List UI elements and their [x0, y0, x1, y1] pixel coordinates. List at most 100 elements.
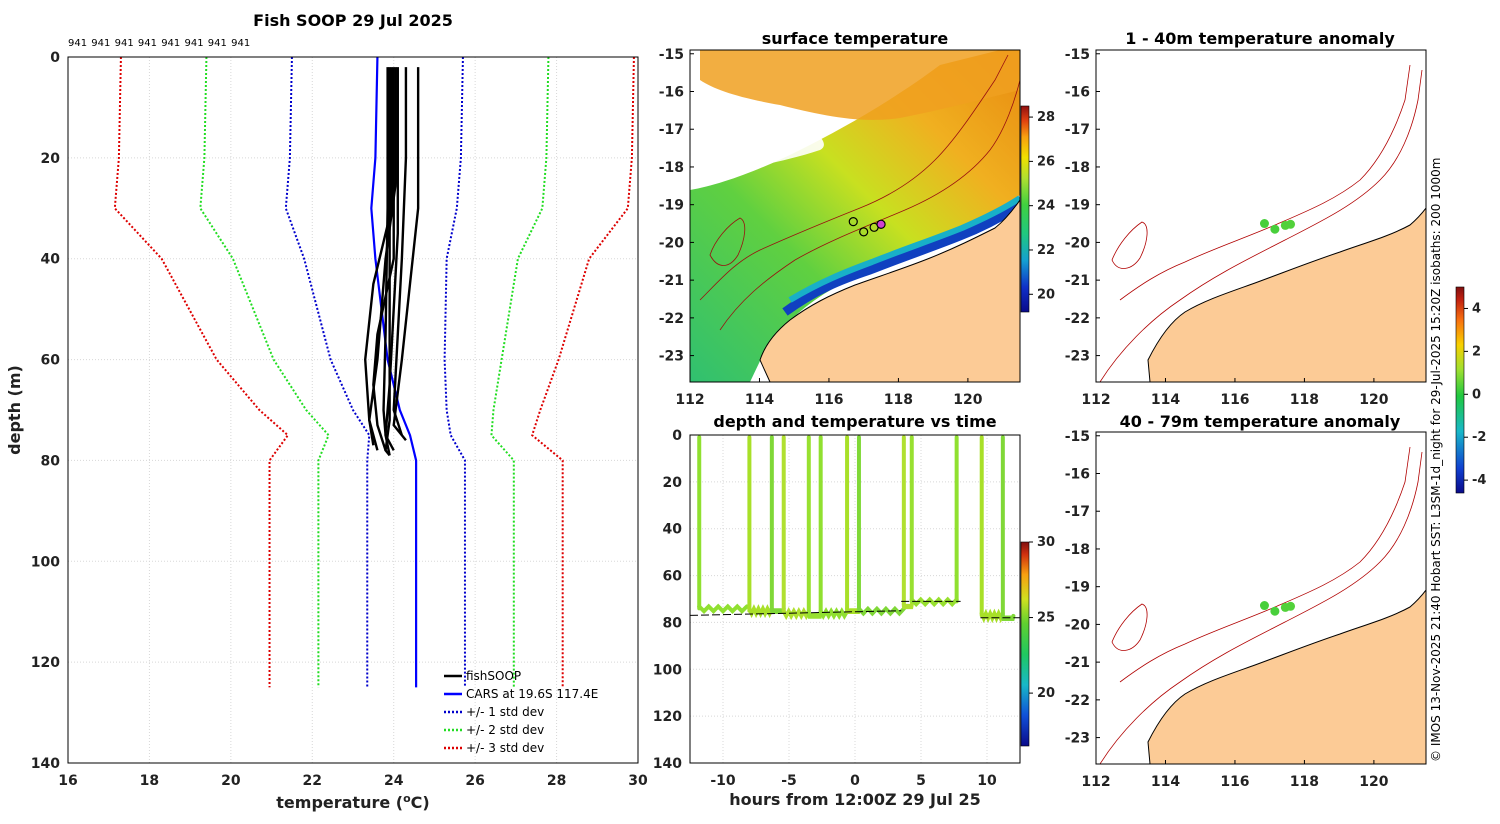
profile-cars-line: [370, 56, 418, 688]
sst-map-x-tick: 118: [884, 392, 913, 408]
anomaly-shallow-y-tick: -20: [1065, 235, 1091, 251]
profile-y-tick: 0: [50, 50, 60, 66]
anomaly-deep-y-tick: -23: [1065, 731, 1090, 747]
depth-time-bottom-segment: [747, 604, 774, 619]
anomaly-deep-panel: 40 - 79m temperature anomaly 112 114 116 11…: [1065, 286, 1486, 790]
profile-frame: [67, 56, 639, 764]
anomaly-shallow-y-tick: -15: [1065, 47, 1090, 63]
profile-fish-line: [392, 67, 420, 442]
profile-std2-left-line: [199, 56, 330, 688]
depth-time-y-ticks: 0 20 40 60 80 100 120 140: [653, 428, 682, 772]
profile-x-tick: 18: [140, 773, 159, 789]
anomaly-colorbar-tick: -4: [1472, 473, 1486, 488]
anomaly-deep-y-tick: -21: [1065, 655, 1090, 671]
profile-y-tick: 80: [41, 453, 61, 469]
anomaly-deep-land: [1147, 589, 1426, 764]
depth-time-bottom-segment: [806, 611, 823, 619]
profile-x-tick: 22: [303, 773, 322, 789]
profile-y-tick: 20: [41, 151, 61, 167]
profile-count-label: 941: [68, 38, 87, 49]
profile-y-tick: 100: [31, 554, 60, 570]
depth-time-title: depth and temperature vs time: [713, 412, 996, 431]
sst-land: [759, 199, 1020, 382]
profile-legend: fishSOOP CARS at 19.6S 117.4E +/- 1 std de…: [444, 669, 598, 755]
anomaly-shallow-y-tick: -23: [1065, 349, 1090, 365]
depth-time-x-ticks: -10 -5 0 5 10: [710, 773, 997, 789]
profile-y-tick: 140: [31, 756, 60, 772]
profile-x-label-end: C): [411, 793, 430, 812]
anomaly-shallow-y-tick: -16: [1065, 85, 1090, 101]
sst-stations: [848, 217, 886, 237]
sst-station-marker: [859, 227, 869, 237]
profile-count-label: 941: [231, 38, 250, 49]
anomaly-deep-y-tick: -22: [1065, 693, 1090, 709]
anomaly-shallow-point: [1286, 219, 1296, 229]
anomaly-deep-point: [1270, 606, 1280, 616]
anomaly-deep-points: [1259, 601, 1296, 616]
anomaly-deep-y-tick: -15: [1065, 429, 1090, 445]
depth-time-bottom-line: [689, 610, 902, 616]
depth-time-colorbar-tick: 30: [1037, 535, 1055, 550]
sst-map-y-tick: -22: [659, 311, 684, 327]
depth-time-bottom-segment: [857, 605, 906, 617]
profile-x-tick: 24: [384, 773, 404, 789]
profile-x-label: temperature (oC): [276, 792, 429, 812]
anomaly-deep-y-tick: -18: [1065, 542, 1090, 558]
anomaly-shallow-point: [1270, 224, 1280, 234]
anomaly-deep-x-tick: 114: [1151, 774, 1180, 790]
depth-time-bottom-segment: [781, 606, 811, 621]
anomaly-shallow-y-tick: -22: [1065, 311, 1090, 327]
anomaly-colorbar-tick: 4: [1472, 301, 1481, 316]
sst-map-y-tick: -21: [659, 273, 684, 289]
anomaly-shallow-point: [1259, 219, 1269, 229]
depth-time-y-tick: 60: [663, 569, 683, 585]
anomaly-deep-x-tick: 112: [1081, 774, 1110, 790]
anomaly-shallow-x-tick: 112: [1081, 392, 1110, 408]
anomaly-shallow-title: 1 - 40m temperature anomaly: [1125, 29, 1395, 48]
sst-map-y-tick: -16: [659, 85, 684, 101]
sst-cloud-gaps: [690, 106, 824, 190]
sst-map-y-tick: -19: [659, 198, 684, 214]
depth-time-bottom-segment: [901, 602, 914, 610]
sst-map-y-tick: -17: [659, 122, 684, 138]
sst-map-area: [690, 50, 1020, 382]
depth-time-y-tick: 140: [653, 756, 682, 772]
profile-std1-left-line: [284, 56, 371, 688]
anomaly-shallow-x-tick: 114: [1151, 392, 1180, 408]
depth-time-colorbar-ticks: 30 25 20: [1029, 535, 1055, 701]
sst-current-station-marker: [876, 219, 886, 229]
anomaly-deep-y-ticks: -15 -16 -17 -18 -19 -20 -21 -22 -23: [1065, 429, 1100, 747]
profile-y-tick: 40: [41, 252, 61, 268]
profile-x-tick: 28: [547, 773, 566, 789]
profile-y-ticks: 0 20 40 60 80 100 120 140: [31, 50, 60, 772]
legend-label: +/- 3 std dev: [466, 741, 544, 755]
anomaly-shallow-x-ticks: 112 114 116 118 120: [1081, 378, 1389, 408]
legend-label: CARS at 19.6S 117.4E: [466, 687, 598, 701]
anomaly-deep-y-tick: -16: [1065, 467, 1090, 483]
sst-map-x-ticks: 112 114 116 118 120: [675, 378, 983, 408]
anomaly-colorbar: [1455, 286, 1465, 494]
anomaly-colorbar-tick: 2: [1472, 344, 1481, 359]
anomaly-shallow-y-tick: -21: [1065, 273, 1090, 289]
depth-time-colorbar-tick: 20: [1037, 686, 1055, 701]
legend-label: +/- 1 std dev: [466, 705, 544, 719]
sst-map-title: surface temperature: [762, 29, 949, 48]
profile-std3-right-line: [530, 56, 635, 688]
sst-island-ridge: [709, 217, 746, 266]
sst-colorbar-tick: 20: [1037, 287, 1055, 302]
credit-text: © IMOS 13-Nov-2025 21:40 Hobart SST: L3S…: [1429, 158, 1443, 762]
depth-time-colorbar-tick: 25: [1037, 611, 1055, 626]
depth-time-y-tick: 100: [653, 662, 682, 678]
sst-colorbar-tick: 26: [1037, 154, 1055, 169]
profile-count-label: 941: [208, 38, 227, 49]
depth-time-grid: [690, 434, 1020, 764]
depth-time-y-tick: 20: [663, 475, 683, 491]
profile-x-tick: 26: [465, 773, 484, 789]
anomaly-deep-y-tick: -19: [1065, 580, 1090, 596]
profile-count-label: 941: [161, 38, 180, 49]
anomaly-deep-island: [1111, 603, 1148, 651]
anomaly-shallow-points: [1259, 219, 1296, 234]
sst-colorbar-tick: 22: [1037, 243, 1055, 258]
anomaly-shallow-island: [1111, 221, 1148, 269]
anomaly-deep-isobath-1000: [1099, 451, 1423, 764]
